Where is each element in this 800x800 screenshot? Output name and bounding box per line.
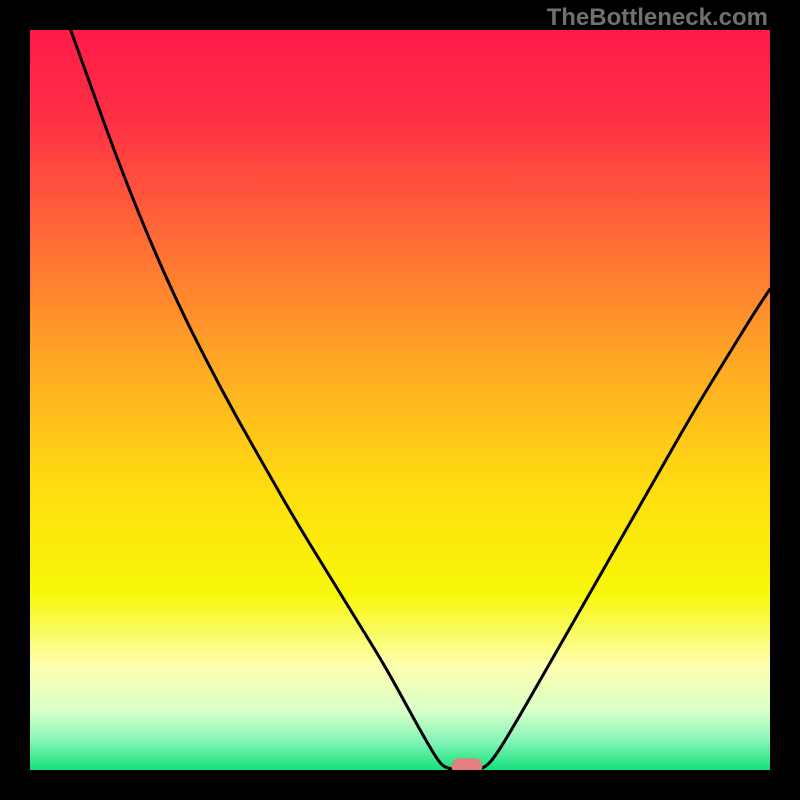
bottleneck-curve <box>30 30 770 770</box>
frame: TheBottleneck.com <box>0 0 800 800</box>
optimum-marker <box>451 759 482 770</box>
watermark-text: TheBottleneck.com <box>547 4 768 32</box>
plot-area <box>30 30 770 770</box>
